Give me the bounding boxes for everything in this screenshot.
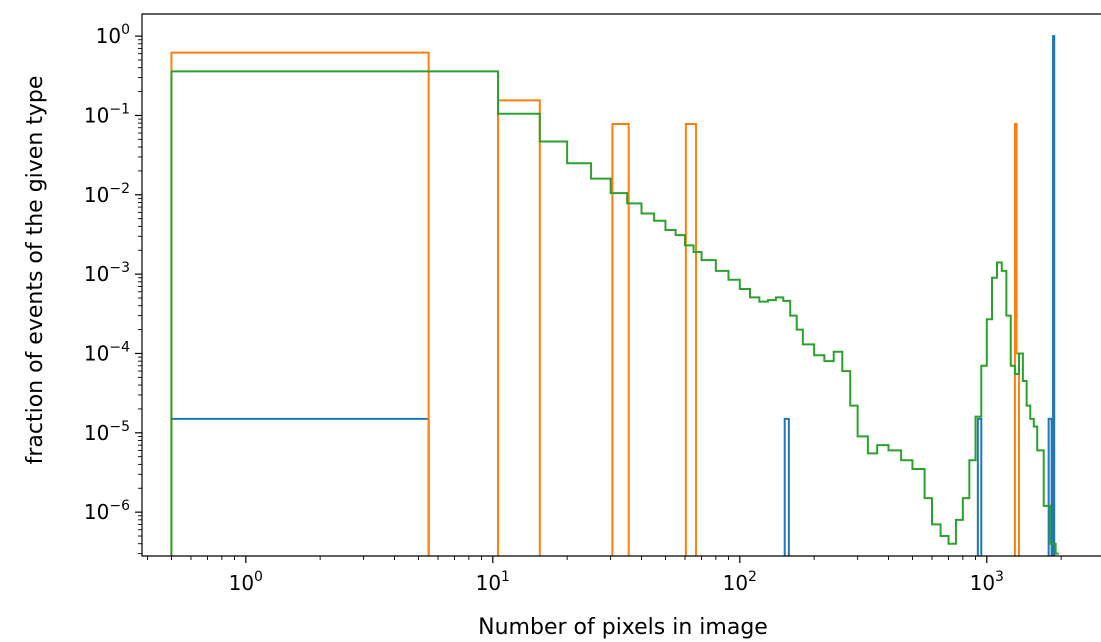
x-tick-label: 100 (229, 569, 263, 595)
y-tick-label: 10−3 (84, 260, 130, 286)
series-line-1 (170, 35, 1056, 556)
x-tick-label-exponent: 3 (995, 569, 1004, 585)
y-tick-label-base: 10 (96, 24, 121, 48)
y-tick-label: 10−4 (84, 339, 130, 365)
y-tick-label-exponent: −3 (109, 260, 130, 276)
axes-frame (141, 13, 1101, 557)
x-tick-label-exponent: 2 (748, 569, 757, 585)
y-axis-label: fraction of events of the given type (23, 76, 48, 465)
x-tick-label-base: 10 (229, 571, 254, 595)
x-tick-label-exponent: 0 (254, 569, 263, 585)
y-tick-label-exponent: −6 (109, 498, 130, 514)
y-tick-label: 10−1 (84, 101, 130, 127)
x-tick-label-base: 10 (476, 571, 501, 595)
y-tick-label: 10−5 (84, 419, 130, 445)
x-axis-label: Number of pixels in image (478, 615, 768, 640)
series-line-2 (170, 51, 1020, 556)
y-tick-label-exponent: −1 (109, 101, 130, 117)
y-tick-label: 10−2 (84, 181, 130, 207)
y-tick-label-exponent: −5 (109, 419, 130, 435)
series-layer (170, 35, 1059, 556)
x-tick-label-base: 10 (970, 571, 995, 595)
y-tick-label-base: 10 (84, 341, 109, 365)
x-tick-label-base: 10 (723, 571, 748, 595)
y-tick-label: 10−6 (84, 498, 130, 524)
y-tick-label: 100 (96, 22, 130, 48)
y-tick-label-exponent: −4 (109, 339, 130, 355)
series-line-3 (170, 70, 1059, 556)
y-tick-label-base: 10 (84, 262, 109, 286)
x-tick-label-exponent: 1 (501, 569, 510, 585)
y-tick-label-exponent: −2 (109, 181, 130, 197)
y-tick-label-base: 10 (84, 183, 109, 207)
y-tick-label-base: 10 (84, 500, 109, 524)
y-tick-label-exponent: 0 (121, 22, 130, 38)
plot-frame (141, 13, 1101, 557)
y-tick-label-base: 10 (84, 103, 109, 127)
x-tick-label: 102 (723, 569, 757, 595)
y-tick-label-base: 10 (84, 421, 109, 445)
x-tick-label: 101 (476, 569, 510, 595)
x-tick-label: 103 (970, 569, 1004, 595)
